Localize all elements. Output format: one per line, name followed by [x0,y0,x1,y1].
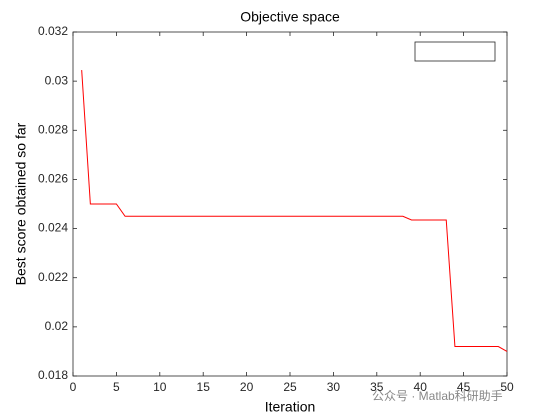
y-tick-label: 0.02 [45,319,69,333]
y-tick-label: 0.024 [38,221,68,235]
x-tick-label: 30 [327,380,341,394]
chart-title: Objective space [240,9,340,25]
x-tick-label: 5 [113,380,120,394]
y-tick-label: 0.022 [38,270,68,284]
x-tick-label: 35 [370,380,384,394]
x-tick-label: 15 [197,380,211,394]
x-tick-label: 0 [70,380,77,394]
x-tick-label: 10 [153,380,167,394]
series-line [81,70,508,352]
x-tick-label: 20 [240,380,254,394]
watermark: 公众号 · Matlab科研助手 [372,389,503,403]
legend-box [414,41,496,62]
x-tick-label: 45 [457,380,471,394]
x-tick-label: 25 [283,380,297,394]
y-tick-label: 0.03 [45,73,69,87]
plot-box [72,31,508,377]
y-tick-label: 0.028 [38,122,68,136]
y-tick-label: 0.018 [38,368,68,382]
x-tick-label: 50 [500,380,514,394]
y-axis-label: Best score obtained so far [13,122,29,285]
y-tick-label: 0.026 [38,172,68,186]
x-axis-label: Iteration [265,399,316,415]
y-tick-label: 0.032 [38,24,68,38]
x-tick-label: 40 [414,380,428,394]
